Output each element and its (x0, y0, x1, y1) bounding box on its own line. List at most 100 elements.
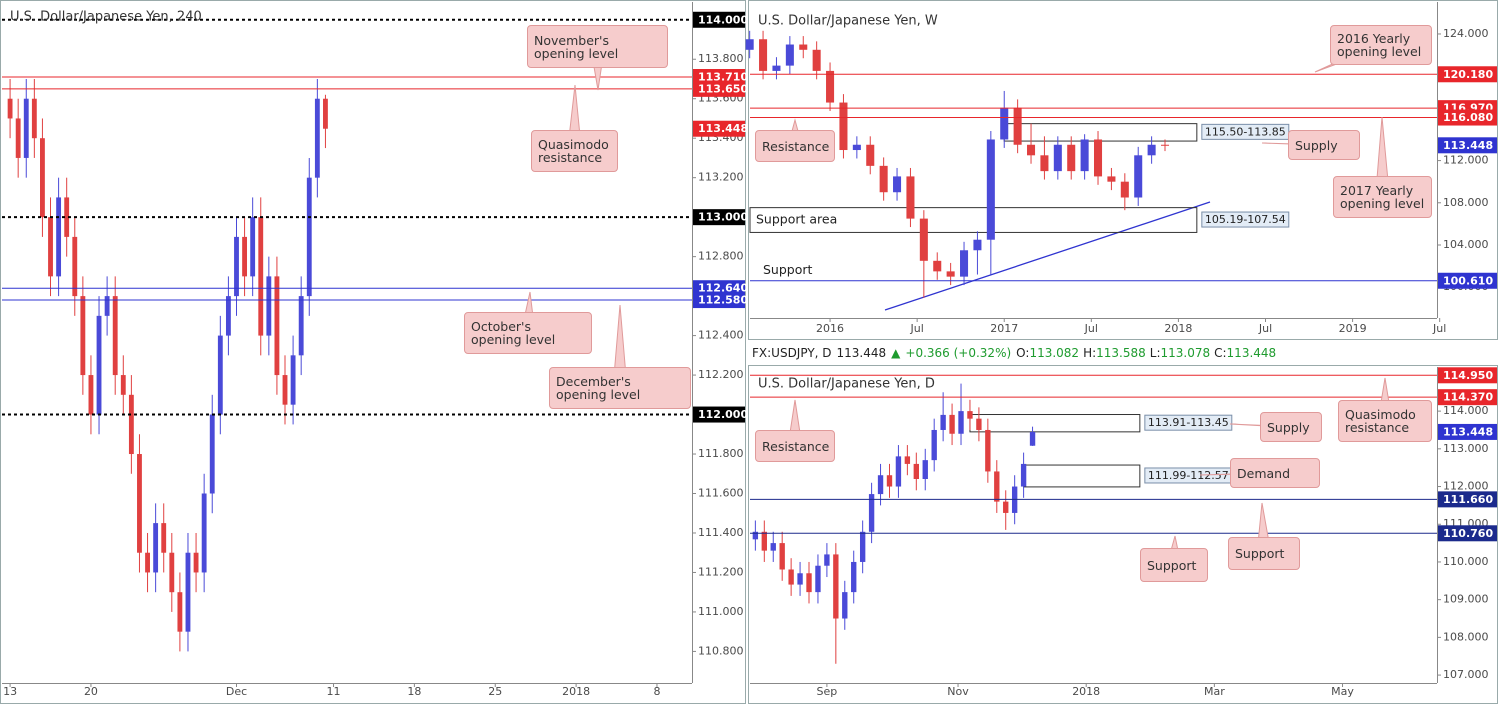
candle-body (1053, 144, 1062, 172)
annotation: Support (763, 262, 813, 277)
candle-body (137, 454, 142, 553)
y-tick-label: 112.000 (1443, 154, 1489, 167)
x-tick-label: Jul (910, 322, 924, 335)
candle-body (799, 44, 808, 50)
level-label: 113.448 (1443, 139, 1493, 152)
annotation: 2017 Yearly opening level (1333, 176, 1432, 218)
candle-body (852, 144, 861, 151)
candle-body (994, 471, 1000, 502)
y-tick-label: 111.000 (698, 605, 744, 618)
level-tag (693, 406, 745, 423)
candle-body (1040, 155, 1049, 172)
candle-body (242, 236, 248, 277)
panel-frame (0, 0, 746, 704)
candle-body (886, 475, 893, 487)
candle-body (274, 276, 280, 376)
candle-body (298, 296, 304, 356)
level-tag (693, 120, 745, 137)
candle-body (931, 429, 937, 461)
candle-body (906, 176, 915, 219)
candle-body (88, 375, 94, 415)
level-tag (1438, 272, 1497, 289)
x-tick-label: 2016 (816, 322, 844, 335)
candle-body (234, 236, 239, 297)
level-tag (1438, 525, 1497, 542)
x-tick-label: 2018 (562, 685, 590, 698)
candle-body (217, 335, 223, 415)
candle-body (922, 460, 928, 479)
level-tag (693, 80, 745, 97)
level-label: 114.000 (698, 13, 748, 26)
level-label: 113.448 (698, 122, 748, 135)
level-label: 113.650 (698, 82, 748, 95)
candle-body (112, 296, 118, 376)
candle-body (1107, 176, 1116, 182)
candle-body (258, 217, 264, 336)
candle-body (323, 98, 328, 129)
candle-body (797, 573, 803, 585)
candle-body (940, 414, 946, 430)
candle-body (772, 65, 781, 71)
candle-body (306, 177, 312, 297)
candle-body (1094, 139, 1103, 177)
level-label: 113.710 (698, 71, 748, 84)
annotation: Support (1140, 548, 1208, 582)
annotation: Supply (1288, 130, 1360, 160)
candle-body (904, 456, 911, 464)
candle-body (868, 494, 875, 532)
y-tick-label: 110.800 (698, 644, 744, 657)
candle-body (770, 543, 776, 551)
ohlc-key: O: (1016, 346, 1030, 360)
x-tick-label: 25 (488, 685, 502, 698)
y-tick-label: 110.000 (1443, 555, 1489, 568)
candle-body (985, 429, 991, 472)
candle-body (1067, 144, 1076, 172)
y-tick-label: 107.000 (1443, 668, 1489, 681)
zone-label: 111.99-112.57 (1148, 469, 1229, 482)
y-tick-label: 109.000 (1443, 593, 1489, 606)
ohlc-key: L: (1149, 346, 1161, 360)
annotation: Quasimodo resistance (531, 130, 618, 172)
candle-body (745, 39, 754, 50)
candle-body (919, 218, 928, 261)
candle-body (859, 531, 866, 562)
x-tick-label: 18 (407, 685, 421, 698)
candle-body (185, 552, 191, 632)
candle-body (169, 552, 175, 593)
candle-body (826, 70, 835, 103)
annotation: Quasimodo resistance (1338, 400, 1432, 442)
candle-body (986, 139, 995, 240)
candle-body (145, 552, 150, 573)
candle-body (752, 531, 759, 540)
candle-body (842, 592, 848, 619)
candle-body (958, 411, 964, 434)
candle-body (209, 414, 215, 494)
level-label: 112.000 (698, 408, 748, 421)
zone (1003, 123, 1198, 142)
y-tick-label: 111.600 (698, 487, 744, 500)
annotation: Resistance (755, 430, 835, 462)
candle-body (1147, 144, 1156, 156)
candle-body (72, 236, 78, 297)
level-label: 113.000 (698, 211, 748, 224)
candle-body (877, 475, 884, 495)
candle-body (120, 375, 126, 395)
candle-body (1160, 144, 1170, 146)
candle-body (96, 315, 102, 415)
candle-body (225, 296, 231, 336)
x-tick-label: 8 (653, 685, 660, 698)
chart-title: U.S. Dollar/Japanese Yen, D (758, 377, 935, 392)
candle-body (314, 98, 320, 178)
x-tick-label: Dec (226, 685, 247, 698)
y-tick-label: 113.000 (1443, 442, 1489, 455)
level-tag (1438, 367, 1497, 384)
level-tag (1438, 66, 1497, 83)
x-tick-label: 2017 (990, 322, 1018, 335)
level-tag (693, 292, 745, 309)
zone-label: 113.91-113.45 (1148, 416, 1229, 429)
candle-body (779, 543, 785, 570)
candle-body (761, 531, 767, 551)
candle-body (833, 554, 839, 619)
x-tick-label: 11 (327, 685, 341, 698)
